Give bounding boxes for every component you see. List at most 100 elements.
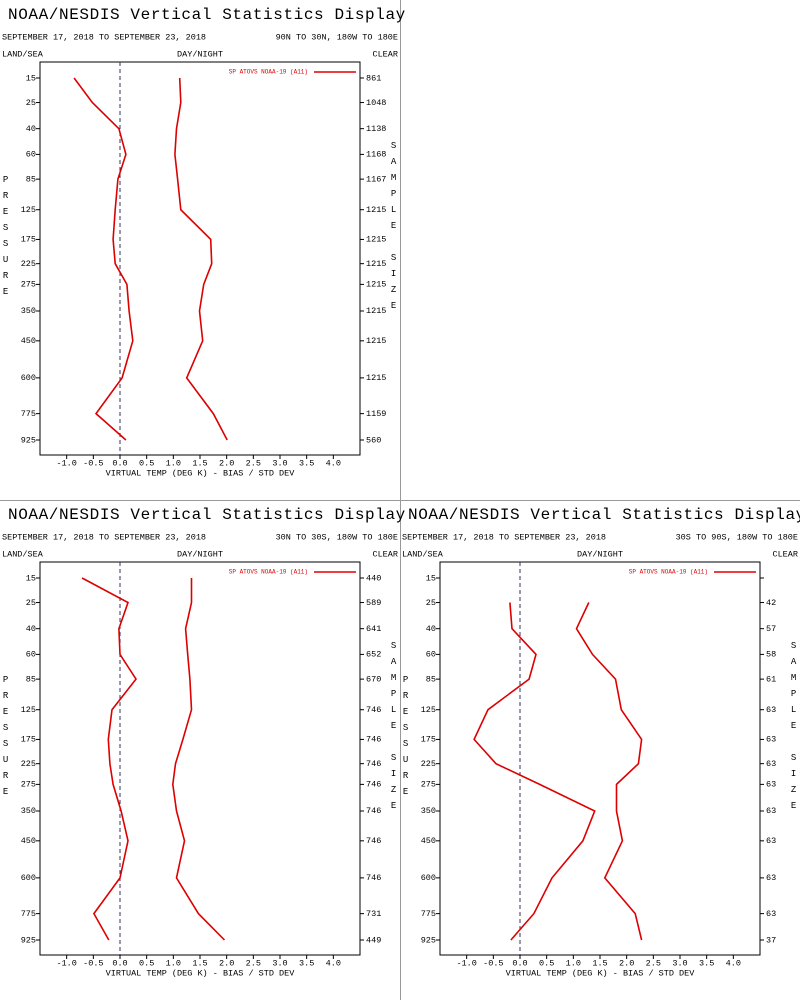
sample-size-label: 746 xyxy=(366,759,381,769)
x-tick-label: 3.5 xyxy=(699,958,714,968)
day-night: DAY/NIGHT xyxy=(177,49,223,59)
y-axis-label: PRESSURE xyxy=(1,175,11,303)
y-tick-label: 25 xyxy=(26,598,36,608)
legend-label: SP ATOVS NOAA-19 (A11) xyxy=(229,69,308,76)
y-tick-label: 175 xyxy=(21,735,36,745)
land-sea: LAND/SEA xyxy=(2,49,44,59)
sample-size-label: 746 xyxy=(366,836,381,846)
y-tick-label: 25 xyxy=(426,598,436,608)
y-axis-label: PRESSURE xyxy=(401,675,411,803)
x-tick-label: 3.0 xyxy=(272,458,287,468)
y-tick-label: 925 xyxy=(421,935,436,945)
clear: CLEAR xyxy=(372,549,398,559)
x-tick-label: 1.5 xyxy=(592,958,607,968)
x-tick-label: 2.5 xyxy=(246,958,261,968)
day-night: DAY/NIGHT xyxy=(577,549,623,559)
chart-panel: NOAA/NESDIS Vertical Statistics Display S… xyxy=(1,6,406,478)
sample-size-label: 861 xyxy=(366,73,381,83)
sample-size-label: 63 xyxy=(766,836,776,846)
clear: CLEAR xyxy=(772,549,798,559)
chart-title: NOAA/NESDIS Vertical Statistics Display xyxy=(8,506,406,524)
sample-size-label: 1168 xyxy=(366,150,386,160)
sample-size-label: 560 xyxy=(366,435,381,445)
y2-axis-label: SAMPLE SIZE xyxy=(389,641,399,817)
sample-size-label: 670 xyxy=(366,674,381,684)
x-axis-label: VIRTUAL TEMP (DEG K) - BIAS / STD DEV xyxy=(106,968,296,978)
x-tick-label: 2.5 xyxy=(646,958,661,968)
y-tick-label: 925 xyxy=(21,935,36,945)
y-tick-label: 600 xyxy=(21,873,36,883)
sample-size-label: 746 xyxy=(366,873,381,883)
y-tick-label: 125 xyxy=(421,705,436,715)
y-tick-label: 85 xyxy=(26,174,36,184)
day-night: DAY/NIGHT xyxy=(177,549,223,559)
x-tick-label: -0.5 xyxy=(83,458,103,468)
y-tick-label: 175 xyxy=(421,735,436,745)
plot-frame xyxy=(439,561,761,956)
sample-size-label: 63 xyxy=(766,873,776,883)
y-tick-label: 125 xyxy=(21,705,36,715)
x-tick-label: -1.0 xyxy=(56,458,76,468)
x-tick-label: 1.0 xyxy=(166,958,181,968)
y-tick-label: 60 xyxy=(26,650,36,660)
chart-title: NOAA/NESDIS Vertical Statistics Display xyxy=(408,506,800,524)
y-tick-label: 775 xyxy=(21,909,36,919)
x-tick-label: 1.0 xyxy=(166,458,181,468)
x-tick-label: 2.0 xyxy=(219,958,234,968)
sample-size-label: 1159 xyxy=(366,409,386,419)
y-tick-label: 450 xyxy=(421,836,436,846)
y-tick-label: 450 xyxy=(21,836,36,846)
profile-line xyxy=(81,577,137,941)
x-tick-label: 2.5 xyxy=(246,458,261,468)
sample-size-label: 63 xyxy=(766,735,776,745)
sample-size-label: 63 xyxy=(766,780,776,790)
sample-size-label: 63 xyxy=(766,705,776,715)
x-tick-label: 2.0 xyxy=(219,458,234,468)
y-tick-label: 40 xyxy=(26,124,36,134)
x-tick-label: 0.0 xyxy=(512,958,527,968)
x-tick-label: 4.0 xyxy=(326,958,341,968)
plot-frame xyxy=(39,561,361,956)
sample-size-label: 1215 xyxy=(366,373,386,383)
x-tick-label: 0.0 xyxy=(112,458,127,468)
sample-size-label: 42 xyxy=(766,598,776,608)
profile-line xyxy=(575,602,643,941)
x-axis-label: VIRTUAL TEMP (DEG K) - BIAS / STD DEV xyxy=(506,968,696,978)
y-tick-label: 275 xyxy=(421,780,436,790)
region: 90N TO 30N, 180W TO 180E xyxy=(276,32,398,42)
x-axis-label: VIRTUAL TEMP (DEG K) - BIAS / STD DEV xyxy=(106,468,296,478)
y-tick-label: 60 xyxy=(26,150,36,160)
x-tick-label: 3.0 xyxy=(672,958,687,968)
x-tick-label: 2.0 xyxy=(619,958,634,968)
sample-size-label: 1215 xyxy=(366,336,386,346)
y-tick-label: 85 xyxy=(26,674,36,684)
land-sea: LAND/SEA xyxy=(2,549,44,559)
clear: CLEAR xyxy=(372,49,398,59)
chart-title: NOAA/NESDIS Vertical Statistics Display xyxy=(8,6,406,24)
x-tick-label: 4.0 xyxy=(326,458,341,468)
x-tick-label: 3.0 xyxy=(272,958,287,968)
sample-size-label: 57 xyxy=(766,624,776,634)
sample-size-label: 1048 xyxy=(366,98,386,108)
sample-size-label: 58 xyxy=(766,650,776,660)
region: 30S TO 90S, 180W TO 180E xyxy=(676,532,798,542)
y-tick-label: 350 xyxy=(21,306,36,316)
y-tick-label: 225 xyxy=(421,759,436,769)
y-tick-label: 40 xyxy=(426,624,436,634)
x-tick-label: 3.5 xyxy=(299,458,314,468)
sample-size-label: 63 xyxy=(766,759,776,769)
x-tick-label: 1.5 xyxy=(192,458,207,468)
y-axis-label: PRESSURE xyxy=(1,675,11,803)
sample-size-label: 746 xyxy=(366,806,381,816)
sample-size-label: 746 xyxy=(366,705,381,715)
chart-panel: NOAA/NESDIS Vertical Statistics Display S… xyxy=(1,506,406,978)
x-tick-label: 0.5 xyxy=(539,958,554,968)
x-tick-label: -1.0 xyxy=(56,958,76,968)
x-tick-label: -0.5 xyxy=(483,958,503,968)
sample-size-label: 37 xyxy=(766,935,776,945)
sample-size-label: 1215 xyxy=(366,306,386,316)
x-tick-label: 3.5 xyxy=(299,958,314,968)
sample-size-label: 63 xyxy=(766,909,776,919)
y-tick-label: 275 xyxy=(21,280,36,290)
sample-size-label: 589 xyxy=(366,598,381,608)
